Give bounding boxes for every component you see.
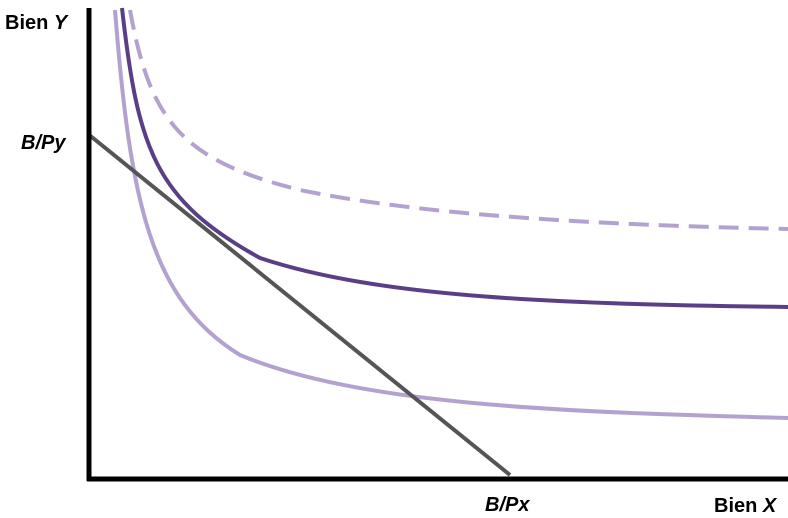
x-axis-label-prefix: Bien — [714, 495, 757, 517]
budget-line — [86, 132, 512, 477]
x-axis-label: Bien X — [714, 495, 778, 517]
y-axis-label: Bien Y — [5, 12, 69, 34]
indifference-curve-high-dashed — [128, 9, 788, 231]
x-axis-label-var: X — [762, 495, 778, 517]
y-intercept-label: B/Py — [21, 132, 66, 154]
indifference-curve-tangent — [120, 7, 788, 309]
indifference-curve-low — [113, 9, 788, 420]
x-intercept-label: B/Px — [485, 494, 530, 516]
y-axis-label-var: Y — [54, 12, 69, 34]
y-axis-label-prefix: Bien — [5, 12, 48, 34]
